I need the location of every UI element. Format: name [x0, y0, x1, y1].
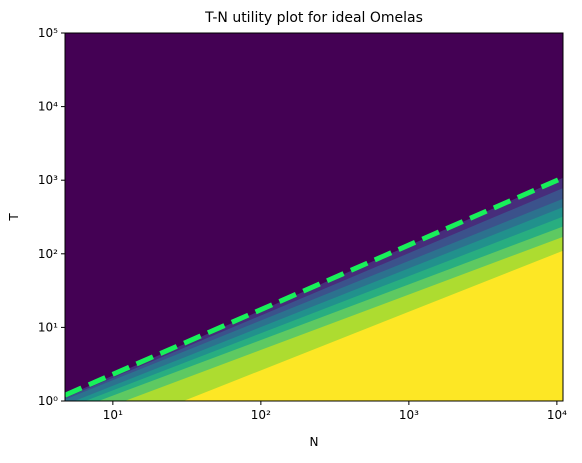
y-tick-label: 10³ — [38, 173, 58, 187]
x-tick-label: 10² — [251, 408, 271, 422]
y-tick-label: 10² — [38, 247, 58, 261]
x-tick-label: 10⁴ — [547, 408, 567, 422]
axes-frame — [64, 32, 564, 402]
y-tick-label: 10⁵ — [38, 26, 58, 40]
y-tick-label: 10⁰ — [38, 394, 58, 408]
plot-area — [65, 33, 563, 401]
x-axis-label: N — [310, 435, 319, 449]
y-tick-label: 10⁴ — [38, 100, 58, 114]
y-tick-label: 10¹ — [38, 320, 58, 334]
x-tick-label: 10¹ — [103, 408, 123, 422]
chart-title: T-N utility plot for ideal Omelas — [204, 10, 423, 26]
x-tick-label: 10³ — [399, 408, 419, 422]
contour-region — [183, 250, 563, 401]
dashed-line — [65, 175, 563, 398]
y-axis-label: T — [7, 213, 21, 222]
axes: 10¹ 10² 10³ 10⁴ 10⁰ 10¹ 10² 10³ 10⁴ 10⁵ — [38, 26, 567, 422]
